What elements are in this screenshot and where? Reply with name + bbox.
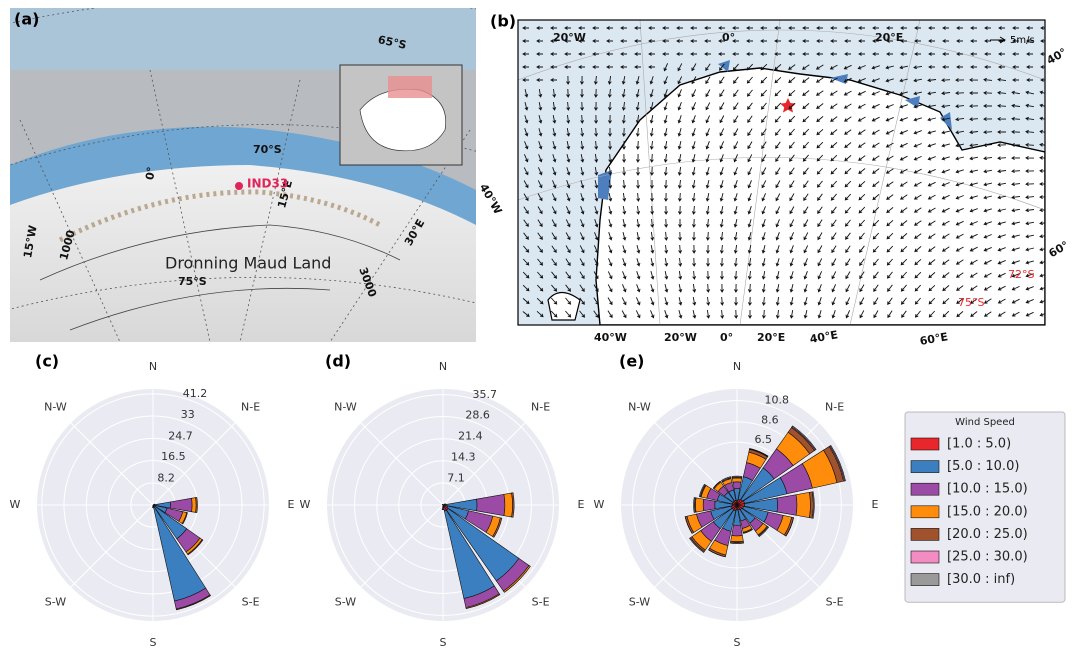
- direction-label: W: [594, 498, 605, 511]
- legend-label: [30.0 : inf): [947, 572, 1015, 587]
- rose-segment: [504, 493, 513, 517]
- rose-segment: [731, 535, 744, 541]
- rose-segment: [733, 482, 741, 489]
- direction-label: S-E: [242, 596, 260, 609]
- rose-segment: [442, 507, 444, 510]
- radial-tick-label: 14.3: [451, 450, 476, 463]
- direction-label: N: [439, 360, 447, 373]
- lon-label: 0°: [143, 166, 158, 181]
- direction-label: E: [578, 498, 585, 511]
- lon-label: 0°: [720, 331, 733, 344]
- direction-label: S: [734, 636, 741, 649]
- direction-label: S-W: [335, 596, 357, 609]
- direction-label: N-E: [531, 400, 550, 413]
- figure: (a) 65°S 70°S 75°S 0° 15°E 30°E 15°W 100…: [0, 0, 1072, 651]
- rose-segment: [732, 525, 743, 536]
- radial-tick-label: 7.1: [447, 472, 465, 485]
- legend-label: [5.0 : 10.0): [947, 459, 1019, 474]
- panel-label: (b): [490, 12, 516, 31]
- direction-label: S: [150, 636, 157, 649]
- lon-label: 40°: [1045, 46, 1070, 68]
- radial-tick-label: 8.6: [761, 414, 779, 427]
- scale-label: 5m/s: [1010, 35, 1035, 46]
- radial-tick-label: 41.2: [183, 387, 208, 400]
- map-a: [0, 0, 540, 342]
- direction-label: S: [440, 636, 447, 649]
- direction-label: N-W: [44, 400, 67, 413]
- legend-swatch: [911, 574, 939, 586]
- station-label: IND33: [247, 177, 288, 191]
- direction-label: S-W: [45, 596, 67, 609]
- rose-segment: [695, 498, 703, 512]
- radial-tick-label: 21.4: [458, 430, 483, 443]
- panel-label: (a): [14, 10, 39, 29]
- rose-segment: [153, 506, 154, 508]
- lat-label: 72°S: [1008, 268, 1034, 281]
- legend-label: [1.0 : 5.0): [947, 437, 1011, 452]
- direction-label: N-W: [334, 400, 357, 413]
- legend-label: [10.0 : 15.0): [947, 482, 1028, 497]
- rose-segment: [732, 476, 742, 477]
- rose-segment: [777, 495, 797, 516]
- radial-tick-label: 33: [181, 408, 195, 421]
- station-marker: [235, 182, 243, 190]
- direction-label: N: [149, 360, 157, 373]
- island: [548, 293, 580, 321]
- wind-roses: (c) N N-E E S-E S S-W W N-W 8.2 16.5 24.7 33 41.2 (d) N…: [10, 352, 1065, 650]
- legend-swatch: [911, 528, 939, 540]
- map-b: [518, 20, 1048, 325]
- region-label: Dronning Maud Land: [165, 254, 331, 273]
- rose-segment: [796, 492, 810, 517]
- inset-region: [388, 76, 432, 98]
- direction-label: S-E: [532, 596, 550, 609]
- lon-label: 20°E: [757, 331, 785, 344]
- direction-label: E: [872, 498, 879, 511]
- lon-label: 20°W: [553, 31, 586, 44]
- legend-title: Wind Speed: [955, 417, 1015, 428]
- direction-label: W: [300, 498, 311, 511]
- lat-label: 70°S: [253, 143, 282, 156]
- lon-label: 20°E: [875, 31, 903, 44]
- panel-label: (e): [619, 352, 644, 371]
- direction-label: N: [733, 360, 741, 373]
- legend-swatch: [911, 438, 939, 450]
- rose-segment: [703, 499, 715, 511]
- legend-swatch: [911, 461, 939, 473]
- lon-label: 40°E: [809, 328, 839, 346]
- direction-label: S-W: [629, 596, 651, 609]
- direction-label: N-W: [628, 400, 651, 413]
- rose-segment: [192, 498, 197, 513]
- radial-tick-label: 28.6: [465, 409, 490, 422]
- direction-label: N-E: [241, 400, 260, 413]
- lon-label: 60°: [1047, 239, 1072, 261]
- radial-tick-label: 8.2: [157, 471, 175, 484]
- radial-tick-label: 35.7: [472, 388, 497, 401]
- direction-label: N-E: [825, 400, 844, 413]
- radial-tick-label: 16.5: [161, 450, 186, 463]
- lon-label: 40°W: [594, 331, 627, 344]
- legend-swatch: [911, 483, 939, 495]
- lon-label: 60°E: [919, 330, 949, 348]
- lat-label: 75°S: [178, 275, 207, 288]
- legend-label: [20.0 : 25.0): [947, 527, 1028, 542]
- radial-tick-label: 6.5: [755, 433, 773, 446]
- legend-swatch: [911, 551, 939, 563]
- rose-segment: [732, 478, 741, 482]
- legend-label: [15.0 : 20.0): [947, 504, 1028, 519]
- panel-label: (c): [35, 352, 59, 371]
- direction-label: W: [10, 498, 21, 511]
- panel-label: (d): [325, 352, 351, 371]
- lon-label: 0°: [722, 31, 735, 44]
- legend-swatch: [911, 506, 939, 518]
- direction-label: E: [288, 498, 295, 511]
- legend-label: [25.0 : 30.0): [947, 550, 1028, 565]
- radial-tick-label: 24.7: [168, 429, 193, 442]
- direction-label: S-E: [826, 596, 844, 609]
- radial-tick-label: 10.8: [765, 394, 790, 407]
- lon-label: 20°W: [664, 331, 697, 344]
- lat-label: 75°S: [958, 296, 984, 309]
- lon-label: 40°W: [477, 182, 505, 217]
